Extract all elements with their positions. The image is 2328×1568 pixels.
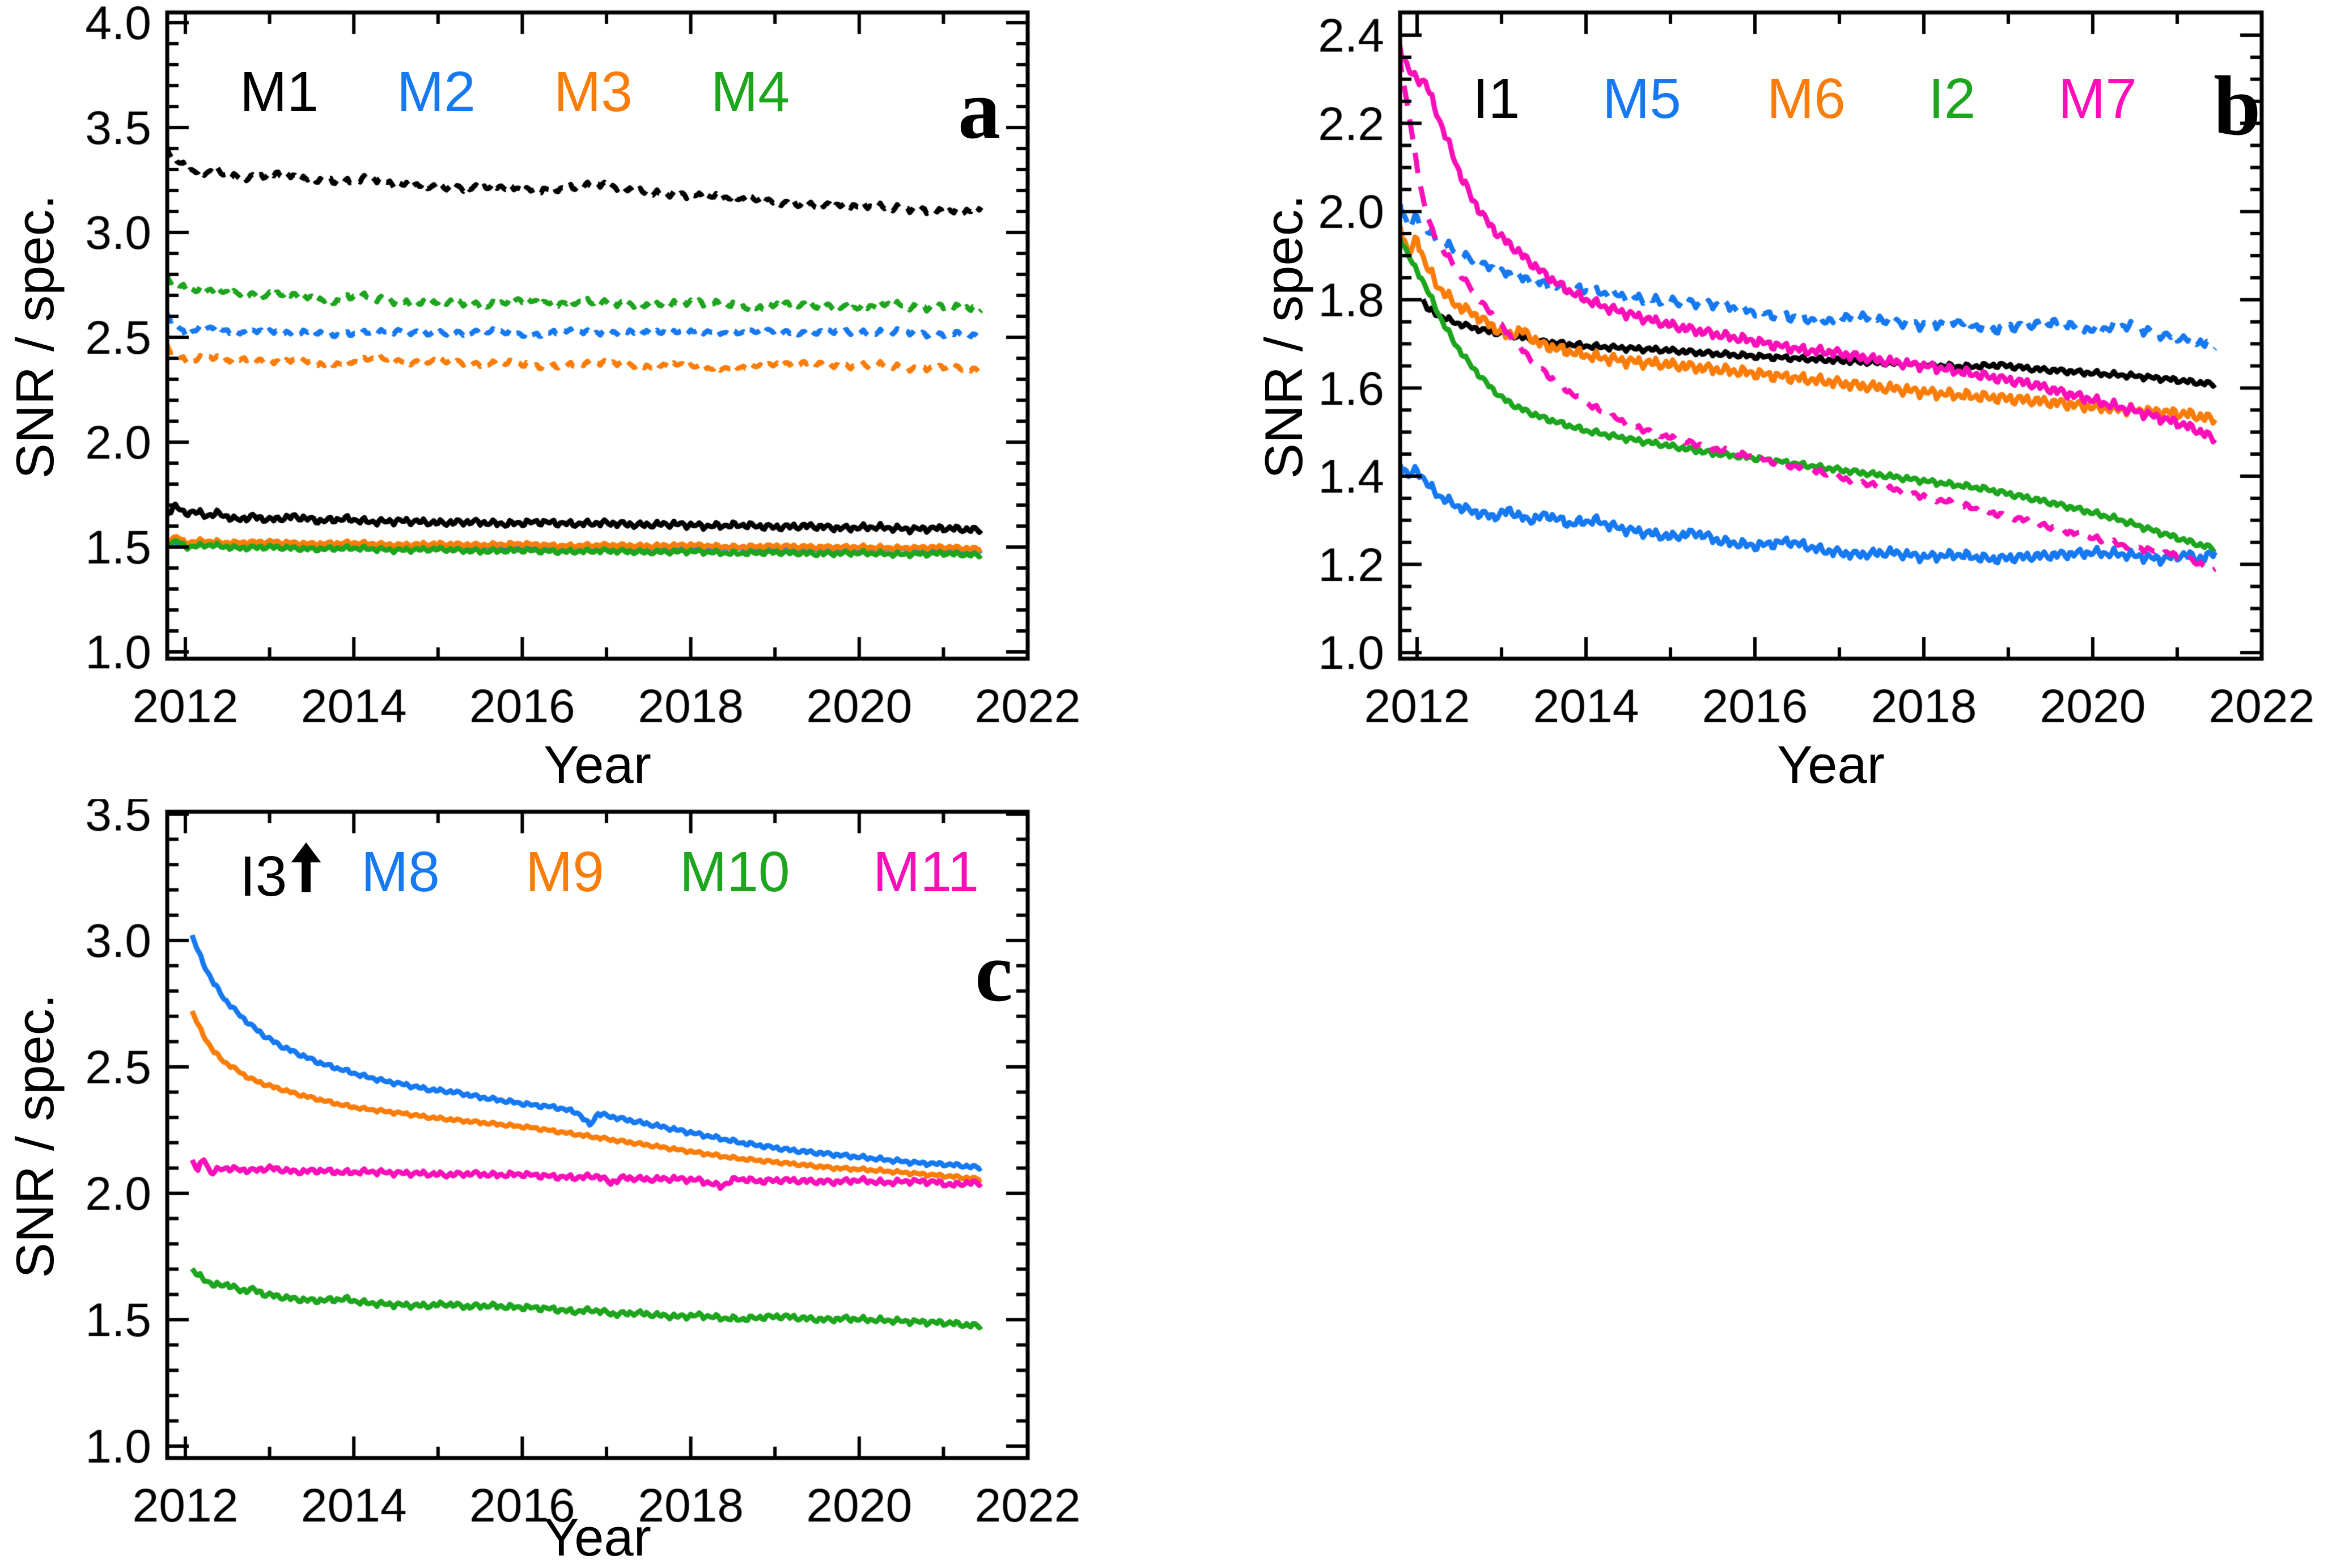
legend-a-item-m3: M3 (554, 60, 633, 124)
legend-c-item-m10: M10 (680, 840, 790, 904)
legend-b-item-m5: M5 (1602, 67, 1681, 130)
panel-letter-c: c (975, 925, 1013, 1019)
legend-b-item-i2: I2 (1928, 67, 1976, 130)
legend-c-item-i3: I3 (240, 842, 322, 906)
x-axis-label-b: Year (1777, 735, 1885, 794)
panel-a-plot-canvas (0, 0, 1162, 805)
legend-a-item-m4: M4 (711, 60, 790, 124)
y-axis-label-c: SNR / spec. (5, 994, 65, 1278)
legend-b-item-m7: M7 (2058, 67, 2137, 130)
legend-c-item-i3-label: I3 (240, 845, 287, 908)
x-axis-label-a: Year (544, 735, 651, 794)
legend-c-item-m8: M8 (361, 840, 440, 904)
x-axis-label-c: Year (544, 1507, 651, 1567)
panel-letter-a: a (958, 62, 1000, 156)
legend-c-item-m11: M11 (873, 840, 979, 904)
y-axis-label-a: SNR / spec. (5, 194, 65, 479)
legend-b-item-i1: I1 (1473, 67, 1520, 130)
panel-c-plot-canvas (0, 799, 1162, 1561)
panel-b-plot-canvas (1219, 0, 2328, 805)
legend-a-item-m2: M2 (397, 60, 476, 124)
legend-b-item-m6: M6 (1767, 67, 1846, 130)
panel-letter-b: b (2213, 59, 2261, 153)
up-arrow-icon (291, 842, 321, 892)
legend-c-item-m9: M9 (525, 840, 604, 904)
legend-a-item-m1: M1 (240, 60, 319, 124)
y-axis-label-b: SNR / spec. (1254, 194, 1313, 479)
